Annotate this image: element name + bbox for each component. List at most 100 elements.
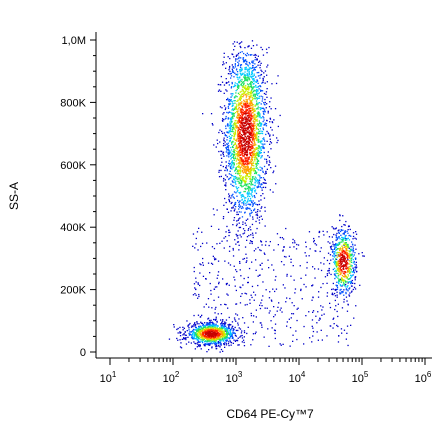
data-point	[350, 276, 352, 278]
data-point	[249, 162, 251, 165]
data-point	[252, 87, 254, 89]
data-point	[249, 125, 251, 127]
data-point	[235, 243, 237, 245]
data-point	[265, 91, 268, 93]
data-point	[231, 207, 233, 209]
data-point	[245, 159, 247, 161]
data-point	[268, 267, 270, 269]
data-point	[205, 333, 207, 335]
data-point	[230, 137, 232, 140]
data-point	[255, 126, 258, 128]
data-point	[222, 319, 224, 321]
data-point	[254, 63, 256, 65]
data-point	[329, 306, 332, 309]
data-point	[257, 123, 259, 125]
data-point	[221, 324, 224, 326]
data-point	[349, 250, 351, 252]
data-point	[342, 260, 344, 262]
data-point	[182, 334, 184, 336]
data-point	[200, 322, 203, 324]
data-point	[233, 56, 235, 58]
data-point	[254, 332, 256, 335]
data-point	[206, 326, 209, 328]
data-point	[213, 327, 216, 329]
data-point	[269, 143, 271, 145]
data-point	[293, 279, 295, 281]
data-point	[332, 288, 334, 290]
data-point	[254, 144, 256, 146]
data-point	[337, 251, 339, 254]
data-point	[311, 299, 313, 301]
data-point	[239, 104, 241, 106]
data-point	[210, 338, 213, 341]
data-point	[246, 70, 249, 72]
data-point	[355, 258, 357, 260]
data-point	[346, 256, 348, 259]
x-tick-label: 105	[352, 370, 369, 385]
data-point	[259, 155, 261, 157]
data-point	[242, 89, 244, 91]
data-point	[341, 269, 343, 271]
data-point	[230, 157, 233, 159]
data-point	[202, 329, 204, 331]
data-point	[228, 152, 231, 155]
data-point	[261, 100, 263, 102]
data-point	[251, 183, 254, 185]
data-point	[262, 79, 264, 82]
data-point	[249, 103, 251, 105]
data-point	[251, 156, 253, 158]
data-point	[231, 64, 233, 66]
data-point	[334, 252, 336, 255]
data-point	[312, 330, 315, 333]
data-point	[249, 188, 251, 190]
data-point	[346, 258, 349, 260]
data-point	[209, 324, 212, 327]
data-point	[228, 125, 230, 127]
data-point	[257, 145, 260, 147]
data-point	[266, 74, 268, 76]
data-point	[345, 244, 348, 246]
data-point	[239, 179, 241, 181]
data-point	[258, 153, 260, 156]
data-point	[254, 130, 256, 132]
data-point	[305, 315, 307, 317]
data-point	[355, 266, 357, 268]
data-point	[250, 209, 252, 212]
data-point	[235, 233, 237, 236]
data-point	[232, 126, 235, 128]
data-point	[232, 146, 234, 149]
data-point	[236, 71, 239, 73]
data-point	[200, 330, 202, 332]
data-point	[338, 268, 340, 270]
data-point	[222, 153, 224, 156]
data-point	[215, 318, 217, 320]
data-point	[251, 157, 253, 159]
data-point	[235, 106, 237, 109]
data-point	[202, 113, 204, 115]
data-point	[225, 115, 227, 118]
data-point	[230, 336, 232, 338]
data-point	[242, 119, 244, 121]
data-point	[241, 293, 243, 295]
data-point	[238, 218, 240, 220]
data-point	[331, 236, 333, 238]
data-point	[194, 326, 197, 329]
data-point	[247, 91, 249, 93]
data-point	[256, 118, 258, 120]
data-point	[260, 215, 262, 217]
data-point	[235, 269, 237, 271]
data-point	[208, 319, 211, 322]
data-point	[335, 227, 337, 229]
data-point	[238, 150, 241, 152]
data-point	[257, 152, 260, 154]
data-point	[270, 320, 272, 322]
data-point	[283, 246, 285, 248]
data-point	[292, 313, 295, 315]
data-point	[335, 243, 337, 245]
data-point	[334, 270, 336, 272]
data-point	[346, 254, 348, 257]
data-point	[253, 139, 255, 141]
data-point	[243, 74, 246, 76]
data-point	[252, 216, 254, 218]
data-point	[245, 100, 247, 103]
